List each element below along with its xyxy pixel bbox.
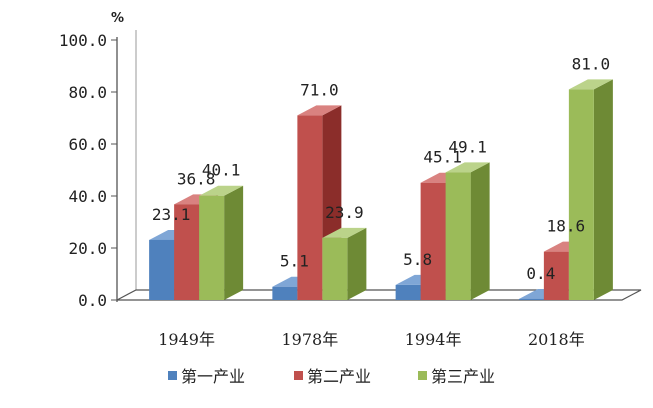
data-label: 71.0 bbox=[300, 80, 339, 99]
data-label: 5.8 bbox=[403, 250, 432, 269]
bar-top bbox=[568, 79, 613, 90]
y-tick-label: 0.0 bbox=[78, 291, 107, 310]
bar-side bbox=[224, 185, 244, 300]
bar-front bbox=[445, 172, 471, 300]
legend: 第一产业 第二产业 第三产业 bbox=[168, 367, 495, 386]
bar-front bbox=[272, 286, 298, 300]
bars bbox=[149, 79, 613, 301]
data-labels: 23.1 36.840.1 5.1 71.0 23.9 5.8 45.149.1 0.4 18.… bbox=[152, 54, 610, 283]
data-label: 23.1 bbox=[152, 205, 191, 224]
bar-第三产业-1994年 bbox=[445, 162, 490, 300]
legend-label: 第二产业 bbox=[307, 367, 371, 386]
data-label: 36.8 bbox=[177, 169, 216, 188]
bar-front bbox=[297, 115, 323, 301]
bar-top bbox=[322, 227, 367, 238]
axes: 0.0 20.0 40.0 60.0 80.0 100.0 1949年 1978年 1994年 2… bbox=[59, 30, 642, 349]
y-tick-label: 20.0 bbox=[68, 239, 107, 258]
bar-front bbox=[568, 89, 594, 301]
data-label: 0.4 bbox=[526, 264, 555, 283]
x-tick-label: 1978年 bbox=[282, 330, 339, 349]
bar-side bbox=[593, 79, 613, 301]
y-tick-label: 80.0 bbox=[68, 83, 107, 102]
bar-top bbox=[199, 185, 244, 196]
bar-front bbox=[395, 284, 421, 300]
bar-front bbox=[420, 182, 446, 300]
data-label: 18.6 bbox=[547, 217, 586, 236]
y-tick-label: 100.0 bbox=[59, 31, 107, 50]
data-label: 5.1 bbox=[280, 252, 309, 271]
bar-front bbox=[174, 204, 200, 300]
bar-top bbox=[297, 105, 342, 116]
bar-第三产业-1949年 bbox=[199, 185, 244, 300]
legend-swatch bbox=[294, 371, 303, 380]
bar-第三产业-2018年 bbox=[568, 79, 613, 301]
bar-top bbox=[445, 162, 490, 173]
y-unit-label: % bbox=[111, 11, 124, 26]
bar-front bbox=[322, 237, 348, 300]
legend-label: 第一产业 bbox=[181, 367, 245, 386]
data-label: 49.1 bbox=[448, 137, 487, 156]
x-tick-label: 1994年 bbox=[405, 330, 462, 349]
bar-front bbox=[518, 298, 544, 300]
x-tick-label: 1949年 bbox=[158, 330, 215, 349]
bar-front bbox=[149, 239, 175, 300]
legend-swatch bbox=[168, 371, 177, 380]
data-label: 45.1 bbox=[423, 148, 462, 167]
bar-side bbox=[470, 162, 490, 300]
data-label: 81.0 bbox=[572, 54, 611, 73]
bar-front bbox=[199, 195, 225, 300]
bar-front bbox=[543, 251, 569, 300]
data-label: 23.9 bbox=[325, 203, 364, 222]
bar-第三产业-1978年 bbox=[322, 227, 367, 300]
x-tick-label: 2018年 bbox=[528, 330, 585, 349]
y-tick-label: 60.0 bbox=[68, 135, 107, 154]
data-label: 40.1 bbox=[202, 161, 241, 180]
y-tick-label: 40.0 bbox=[68, 187, 107, 206]
legend-label: 第三产业 bbox=[431, 367, 495, 386]
legend-swatch bbox=[418, 371, 427, 380]
bar-side bbox=[347, 227, 367, 300]
